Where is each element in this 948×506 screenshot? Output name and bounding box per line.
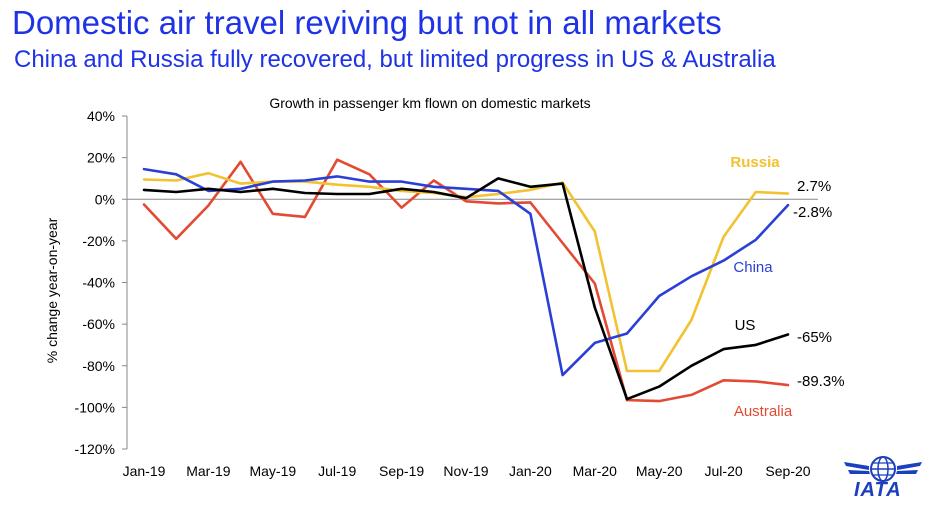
series-line-russia — [142, 171, 790, 373]
series-label-russia: Russia — [730, 154, 780, 171]
series-label-china: China — [733, 259, 773, 276]
series-line-us — [142, 177, 790, 401]
iata-logo-text: IATA — [854, 479, 902, 501]
x-tick-label: May-19 — [249, 463, 296, 479]
y-axis-label: % change year-on-year — [44, 217, 60, 363]
x-tick-label: Mar-19 — [186, 463, 231, 479]
page-subtitle: China and Russia fully recovered, but li… — [14, 46, 776, 73]
y-tick-label: 0% — [95, 191, 115, 207]
series-line-china — [142, 167, 790, 377]
y-tick-label: -60% — [82, 316, 115, 332]
end-value-label-australia: -89.3% — [797, 373, 845, 390]
y-tick-label: -80% — [82, 358, 115, 374]
y-tick-label: -20% — [82, 233, 115, 249]
y-tick-label: 20% — [87, 150, 115, 166]
x-tick-label: May-20 — [636, 463, 683, 479]
x-tick-label: Mar-20 — [573, 463, 618, 479]
x-tick-label: Jul-20 — [705, 463, 743, 479]
y-tick-label: -40% — [82, 275, 115, 291]
chart-title: Growth in passenger km flown on domestic… — [269, 95, 590, 111]
series-label-us: US — [735, 317, 756, 334]
series-line-australia — [142, 158, 790, 403]
y-tick-label: -100% — [75, 399, 115, 415]
end-value-label-russia: 2.7% — [797, 178, 831, 195]
page-title: Domestic air travel reviving but not in … — [12, 4, 722, 41]
x-tick-label: Sep-19 — [379, 463, 424, 479]
x-tick-label: Nov-19 — [443, 463, 488, 479]
x-tick-label: Jul-19 — [318, 463, 356, 479]
y-tick-label: -120% — [75, 441, 115, 457]
globe-wings-icon — [844, 456, 922, 482]
x-tick-label: Jan-20 — [509, 463, 552, 479]
end-value-label-china: -2.8% — [793, 204, 832, 221]
y-tick-label: 40% — [87, 108, 115, 124]
x-tick-label: Sep-20 — [765, 463, 810, 479]
series-label-australia: Australia — [734, 403, 793, 420]
x-tick-label: Jan-19 — [123, 463, 166, 479]
end-value-label-us: -65% — [797, 329, 832, 346]
